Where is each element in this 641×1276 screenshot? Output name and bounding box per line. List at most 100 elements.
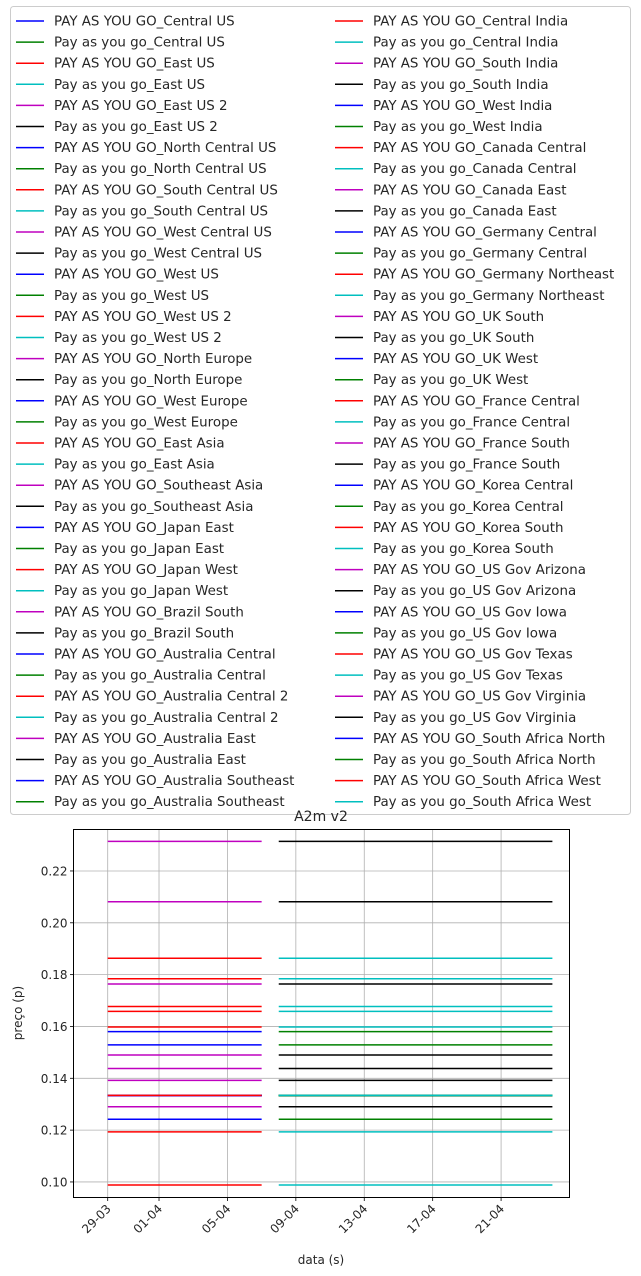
legend-label: Pay as you go_Germany Central xyxy=(373,247,587,262)
legend-item: PAY AS YOU GO_Southeast Asia xyxy=(16,479,263,494)
legend-label: Pay as you go_East US 2 xyxy=(54,120,218,135)
legend-item: Pay as you go_Canada East xyxy=(335,204,557,219)
plot-area: 0.10 0.12 0.14 0.16 0.18 0.20 0.22 29-03 01-04 0… xyxy=(41,829,570,1237)
legend-item: Pay as you go_Central US xyxy=(16,36,225,51)
legend-item: Pay as you go_France South xyxy=(335,458,560,473)
legend-label: Pay as you go_South Africa West xyxy=(373,795,591,810)
legend-item: Pay as you go_West US 2 xyxy=(16,331,222,346)
legend-item: PAY AS YOU GO_US Gov Virginia xyxy=(335,690,586,705)
legend-item: PAY AS YOU GO_US Gov Arizona xyxy=(335,563,586,578)
legend-label: PAY AS YOU GO_US Gov Arizona xyxy=(373,563,586,578)
legend-item: PAY AS YOU GO_West India xyxy=(335,99,552,114)
legend-item: Pay as you go_East US xyxy=(16,78,205,93)
legend-item: Pay as you go_East US 2 xyxy=(16,120,218,135)
legend-label: Pay as you go_US Gov Arizona xyxy=(373,584,576,599)
legend-label: PAY AS YOU GO_Canada Central xyxy=(373,141,586,156)
legend-item: Pay as you go_East Asia xyxy=(16,458,215,473)
legend-item: Pay as you go_US Gov Texas xyxy=(335,669,563,684)
legend-item: Pay as you go_South India xyxy=(335,78,549,93)
legend-item: Pay as you go_South Central US xyxy=(16,204,268,219)
y-tick-label: 0.18 xyxy=(41,968,68,982)
legend-item: Pay as you go_UK South xyxy=(335,331,534,346)
legend-label: PAY AS YOU GO_West India xyxy=(373,99,552,114)
legend-label: PAY AS YOU GO_Germany Central xyxy=(373,226,597,241)
x-tick-label: 13-04 xyxy=(336,1202,371,1237)
legend-item: PAY AS YOU GO_UK West xyxy=(335,352,538,367)
legend-item: PAY AS YOU GO_East US xyxy=(16,57,215,72)
legend-label: PAY AS YOU GO_North Central US xyxy=(54,141,276,156)
legend-item: PAY AS YOU GO_Korea South xyxy=(335,521,563,536)
legend-label: PAY AS YOU GO_UK South xyxy=(373,310,544,325)
legend-label: PAY AS YOU GO_Japan East xyxy=(54,521,234,536)
legend-label: PAY AS YOU GO_Australia Central 2 xyxy=(54,690,288,705)
legend-label: PAY AS YOU GO_France South xyxy=(373,437,570,452)
legend-label: PAY AS YOU GO_US Gov Iowa xyxy=(373,605,567,620)
legend-item: PAY AS YOU GO_Germany Northeast xyxy=(335,268,614,283)
legend-label: PAY AS YOU GO_South Africa West xyxy=(373,774,601,789)
y-tick-label: 0.20 xyxy=(41,916,68,930)
legend-label: PAY AS YOU GO_South Central US xyxy=(54,183,278,198)
legend-item: Pay as you go_Korea Central xyxy=(335,500,564,515)
legend-label: Pay as you go_Korea South xyxy=(373,542,554,557)
legend-item: PAY AS YOU GO_Australia Southeast xyxy=(16,774,294,789)
legend-item: Pay as you go_West Central US xyxy=(16,247,262,262)
legend-label: PAY AS YOU GO_Germany Northeast xyxy=(373,268,614,283)
legend-label: Pay as you go_UK West xyxy=(373,373,528,388)
legend-label: Pay as you go_UK South xyxy=(373,331,534,346)
legend-item: Pay as you go_West US xyxy=(16,289,209,304)
legend-label: PAY AS YOU GO_Korea Central xyxy=(373,479,573,494)
legend-item: PAY AS YOU GO_UK South xyxy=(335,310,544,325)
legend-item: Pay as you go_Germany Central xyxy=(335,247,587,262)
legend-label: Pay as you go_Brazil South xyxy=(54,626,234,641)
legend-item: PAY AS YOU GO_France South xyxy=(335,437,570,452)
legend-label: PAY AS YOU GO_West US xyxy=(54,268,219,283)
legend-item: Pay as you go_Brazil South xyxy=(16,626,234,641)
legend-item: Pay as you go_Japan West xyxy=(16,584,228,599)
legend-label: PAY AS YOU GO_Australia Southeast xyxy=(54,774,294,789)
legend-item: PAY AS YOU GO_Central US xyxy=(16,15,235,30)
legend-item: PAY AS YOU GO_France Central xyxy=(335,394,580,409)
legend-item: Pay as you go_France Central xyxy=(335,415,570,430)
legend-label: Pay as you go_Central India xyxy=(373,36,558,51)
legend-item: PAY AS YOU GO_Australia Central 2 xyxy=(16,690,288,705)
legend-label: PAY AS YOU GO_West Europe xyxy=(54,394,248,409)
legend-item: PAY AS YOU GO_South Africa North xyxy=(335,732,605,747)
legend-label: PAY AS YOU GO_US Gov Texas xyxy=(373,648,573,663)
legend-item: Pay as you go_Central India xyxy=(335,36,558,51)
legend-item: PAY AS YOU GO_US Gov Texas xyxy=(335,648,573,663)
legend-label: Pay as you go_Australia East xyxy=(54,753,246,768)
legend-item: PAY AS YOU GO_US Gov Iowa xyxy=(335,605,567,620)
legend-item: PAY AS YOU GO_West Europe xyxy=(16,394,248,409)
legend-label: Pay as you go_Canada Central xyxy=(373,162,577,177)
legend-label: Pay as you go_South Central US xyxy=(54,204,268,219)
legend-label: Pay as you go_Canada East xyxy=(373,204,557,219)
legend-label: Pay as you go_Southeast Asia xyxy=(54,500,253,515)
legend-label: Pay as you go_East US xyxy=(54,78,205,93)
legend-item: Pay as you go_Canada Central xyxy=(335,162,577,177)
legend-item: PAY AS YOU GO_East US 2 xyxy=(16,99,228,114)
legend-label: Pay as you go_West US xyxy=(54,289,209,304)
legend-label: PAY AS YOU GO_France Central xyxy=(373,394,580,409)
legend-item: Pay as you go_Australia Central xyxy=(16,669,266,684)
legend-label: Pay as you go_North Europe xyxy=(54,373,242,388)
x-axis-label: data (s) xyxy=(298,1253,344,1267)
legend-item: PAY AS YOU GO_Brazil South xyxy=(16,605,244,620)
legend-item: Pay as you go_South Africa North xyxy=(335,753,596,768)
x-tick-label: 17-04 xyxy=(404,1202,439,1237)
x-tick-label: 01-04 xyxy=(131,1202,166,1237)
legend-item: Pay as you go_South Africa West xyxy=(335,795,591,810)
legend-item: Pay as you go_Southeast Asia xyxy=(16,500,253,515)
legend-label: Pay as you go_South Africa North xyxy=(373,753,596,768)
y-axis-label: preço (p) xyxy=(11,986,25,1040)
legend-item: Pay as you go_US Gov Iowa xyxy=(335,626,557,641)
legend-label: Pay as you go_West US 2 xyxy=(54,331,222,346)
legend-item: PAY AS YOU GO_West US 2 xyxy=(16,310,232,325)
legend-item: PAY AS YOU GO_West US xyxy=(16,268,219,283)
legend-label: PAY AS YOU GO_East US 2 xyxy=(54,99,228,114)
legend-label: PAY AS YOU GO_UK West xyxy=(373,352,538,367)
legend-item: Pay as you go_Australia Central 2 xyxy=(16,711,279,726)
y-tick-label: 0.14 xyxy=(41,1072,68,1086)
legend-label: PAY AS YOU GO_Australia East xyxy=(54,732,256,747)
legend-label: Pay as you go_US Gov Virginia xyxy=(373,711,576,726)
legend-label: PAY AS YOU GO_South Africa North xyxy=(373,732,605,747)
